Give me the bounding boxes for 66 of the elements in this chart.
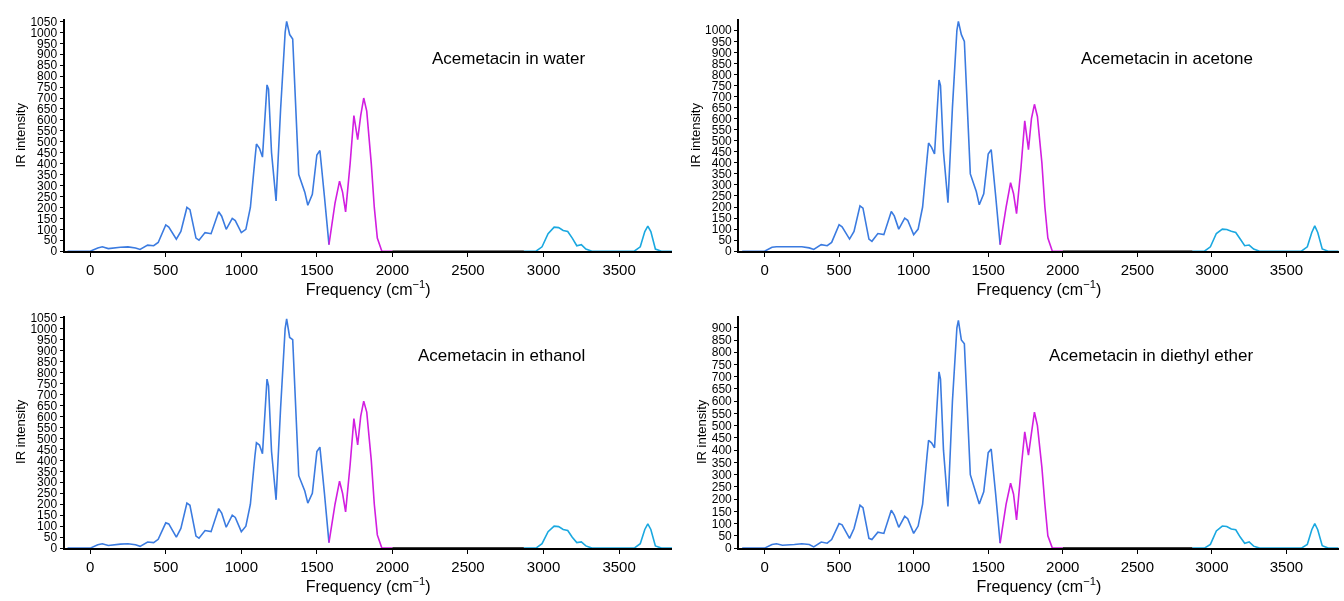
x-tick-label: 0 xyxy=(760,261,769,279)
x-tick-label: 1500 xyxy=(971,261,1005,279)
x-tick-label: 500 xyxy=(153,558,179,576)
y-tick-label: 800 xyxy=(711,345,733,360)
y-tick-label: 400 xyxy=(711,443,733,458)
y-tick-label: 350 xyxy=(711,455,733,470)
x-tick-label: 3000 xyxy=(526,261,561,279)
y-tick-label: 250 xyxy=(711,480,733,495)
x-tick-label: 2500 xyxy=(451,558,485,576)
y-tick-label: 850 xyxy=(711,333,733,348)
x-tick-label: 1000 xyxy=(896,261,931,279)
x-tick-label: 1500 xyxy=(300,558,334,576)
x-tick-label: 0 xyxy=(760,558,769,576)
x-tick-label: 3000 xyxy=(526,558,561,576)
y-axis-title: IR intensity xyxy=(694,399,710,464)
y-tick-label: 50 xyxy=(718,529,733,544)
y-tick-label: 200 xyxy=(711,492,733,507)
y-axis-title: IR intensity xyxy=(12,399,28,464)
x-tick-label: 2000 xyxy=(1046,558,1080,576)
x-tick-label: 2500 xyxy=(1120,558,1155,576)
x-tick-label: 0 xyxy=(86,261,95,279)
y-tick-label: 450 xyxy=(711,431,733,446)
y-tick-label: 900 xyxy=(711,320,733,335)
x-tick-label: 3500 xyxy=(602,558,636,576)
x-tick-label: 1500 xyxy=(971,558,1005,576)
y-tick-label: 300 xyxy=(711,467,733,482)
text: Acemetacin in diethyl ether xyxy=(1049,346,1254,365)
text: Acemetacin in water xyxy=(432,49,586,68)
x-tick-label: 1000 xyxy=(224,261,259,279)
y-tick-label: 0 xyxy=(725,244,733,259)
y-tick-label: 100 xyxy=(711,516,733,531)
y-tick-label: 0 xyxy=(50,244,58,259)
x-tick-label: 3500 xyxy=(1269,558,1304,576)
x-tick-label: 500 xyxy=(153,261,179,279)
x-tick-label: 2000 xyxy=(1046,261,1080,279)
y-tick-label: 0 xyxy=(50,541,58,556)
y-tick-label: 600 xyxy=(711,394,733,409)
y-tick-label: 150 xyxy=(711,504,733,519)
x-tick-label: 3500 xyxy=(1269,261,1304,279)
text: Acemetacin in acetone xyxy=(1081,49,1253,68)
x-tick-label: 2500 xyxy=(451,261,485,279)
text: Acemetacin in ethanol xyxy=(418,346,586,365)
x-tick-label: 2000 xyxy=(375,558,410,576)
x-axis-title: Frequency (cm$^{−1}$) xyxy=(976,278,1102,298)
y-tick-label: 750 xyxy=(711,357,733,372)
x-axis-title: Frequency (cm$^{−1}$) xyxy=(305,278,431,298)
y-tick-label: 500 xyxy=(711,418,733,433)
x-axis-title: Frequency (cm$^{−1}$) xyxy=(305,575,431,595)
y-axis-title: IR intensity xyxy=(12,102,28,168)
x-tick-label: 1500 xyxy=(300,261,334,279)
y-tick-label: 650 xyxy=(711,382,733,397)
x-tick-label: 2500 xyxy=(1120,261,1155,279)
x-tick-label: 3000 xyxy=(1195,558,1229,576)
x-tick-label: 1000 xyxy=(896,558,931,576)
x-tick-label: 0 xyxy=(86,558,95,576)
x-tick-label: 3500 xyxy=(602,261,636,279)
x-axis-title: Frequency (cm$^{−1}$) xyxy=(976,575,1102,595)
y-tick-label: 700 xyxy=(711,369,733,384)
x-tick-label: 3000 xyxy=(1195,261,1229,279)
x-tick-label: 2000 xyxy=(375,261,410,279)
x-tick-label: 500 xyxy=(826,261,852,279)
y-tick-label: 550 xyxy=(711,406,733,421)
x-tick-label: 500 xyxy=(826,558,852,576)
y-axis-title: IR intensity xyxy=(687,102,703,168)
x-tick-label: 1000 xyxy=(224,558,259,576)
y-tick-label: 0 xyxy=(725,541,733,556)
